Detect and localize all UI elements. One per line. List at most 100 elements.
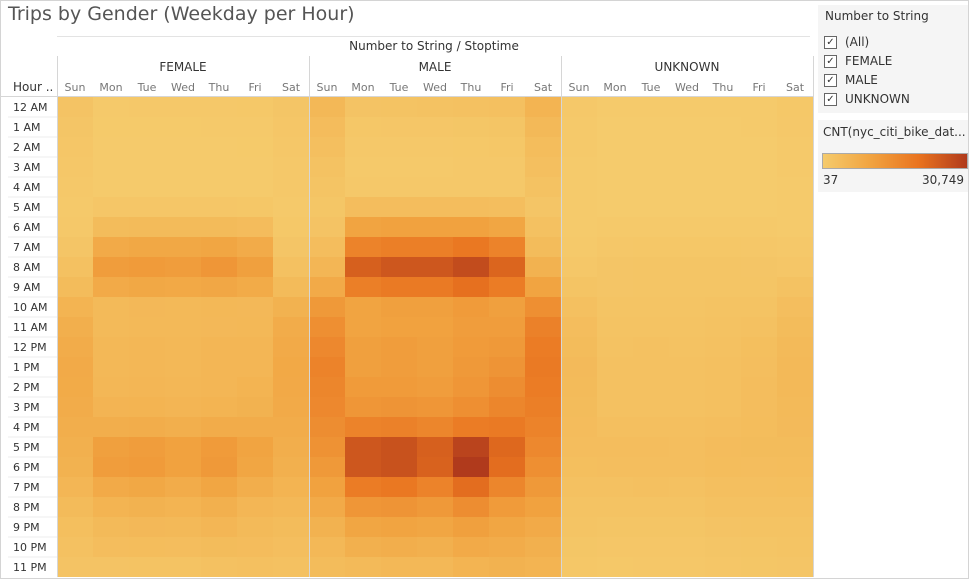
heatmap-cell[interactable] xyxy=(525,497,561,517)
heatmap-cell[interactable] xyxy=(417,117,453,137)
heatmap-cell[interactable] xyxy=(237,397,273,417)
heatmap-cell[interactable] xyxy=(597,237,633,257)
heatmap-cell[interactable] xyxy=(777,557,813,577)
heatmap-cell[interactable] xyxy=(777,477,813,497)
heatmap-cell[interactable] xyxy=(453,157,489,177)
heatmap-cell[interactable] xyxy=(309,537,345,557)
heatmap-cell[interactable] xyxy=(345,397,381,417)
heatmap-cell[interactable] xyxy=(381,97,417,117)
heatmap-cell[interactable] xyxy=(741,477,777,497)
heatmap-cell[interactable] xyxy=(57,397,93,417)
heatmap-cell[interactable] xyxy=(705,177,741,197)
heatmap-cell[interactable] xyxy=(93,437,129,457)
heatmap-cell[interactable] xyxy=(453,257,489,277)
heatmap-cell[interactable] xyxy=(57,177,93,197)
heatmap-cell[interactable] xyxy=(777,137,813,157)
heatmap-cell[interactable] xyxy=(201,177,237,197)
heatmap-cell[interactable] xyxy=(561,557,597,577)
heatmap-cell[interactable] xyxy=(381,217,417,237)
heatmap-cell[interactable] xyxy=(165,177,201,197)
heatmap-cell[interactable] xyxy=(525,317,561,337)
heatmap-cell[interactable] xyxy=(741,257,777,277)
heatmap-cell[interactable] xyxy=(417,437,453,457)
heatmap-cell[interactable] xyxy=(345,97,381,117)
heatmap-cell[interactable] xyxy=(525,337,561,357)
heatmap-cell[interactable] xyxy=(705,237,741,257)
heatmap-cell[interactable] xyxy=(381,397,417,417)
heatmap-cell[interactable] xyxy=(417,197,453,217)
heatmap-cell[interactable] xyxy=(417,137,453,157)
heatmap-cell[interactable] xyxy=(453,237,489,257)
filter-option-male[interactable]: ✓ MALE xyxy=(824,72,878,88)
heatmap-cell[interactable] xyxy=(93,557,129,577)
heatmap-cell[interactable] xyxy=(273,517,309,537)
heatmap-cell[interactable] xyxy=(93,277,129,297)
heatmap-cell[interactable] xyxy=(453,437,489,457)
heatmap-cell[interactable] xyxy=(237,537,273,557)
heatmap-cell[interactable] xyxy=(57,537,93,557)
heatmap-cell[interactable] xyxy=(237,557,273,577)
heatmap-cell[interactable] xyxy=(633,357,669,377)
heatmap-cell[interactable] xyxy=(273,177,309,197)
heatmap-cell[interactable] xyxy=(201,97,237,117)
heatmap-cell[interactable] xyxy=(129,397,165,417)
heatmap-cell[interactable] xyxy=(237,257,273,277)
heatmap-cell[interactable] xyxy=(597,477,633,497)
checkbox-icon[interactable]: ✓ xyxy=(824,54,837,68)
heatmap-cell[interactable] xyxy=(741,417,777,437)
heatmap-cell[interactable] xyxy=(201,297,237,317)
heatmap-cell[interactable] xyxy=(705,337,741,357)
heatmap-cell[interactable] xyxy=(309,197,345,217)
heatmap-cell[interactable] xyxy=(237,157,273,177)
heatmap-cell[interactable] xyxy=(237,417,273,437)
heatmap-cell[interactable] xyxy=(417,457,453,477)
heatmap-cell[interactable] xyxy=(201,117,237,137)
heatmap-cell[interactable] xyxy=(633,257,669,277)
heatmap-cell[interactable] xyxy=(489,477,525,497)
heatmap-cell[interactable] xyxy=(345,257,381,277)
heatmap-cell[interactable] xyxy=(489,357,525,377)
heatmap-cell[interactable] xyxy=(597,197,633,217)
heatmap-cell[interactable] xyxy=(273,97,309,117)
heatmap-cell[interactable] xyxy=(597,217,633,237)
heatmap-cell[interactable] xyxy=(309,217,345,237)
checkbox-icon[interactable]: ✓ xyxy=(824,73,837,87)
heatmap-cell[interactable] xyxy=(669,557,705,577)
heatmap-cell[interactable] xyxy=(741,557,777,577)
heatmap-cell[interactable] xyxy=(741,177,777,197)
heatmap-cell[interactable] xyxy=(777,537,813,557)
heatmap-cell[interactable] xyxy=(165,397,201,417)
heatmap-cell[interactable] xyxy=(777,317,813,337)
heatmap-cell[interactable] xyxy=(741,117,777,137)
heatmap-cell[interactable] xyxy=(237,517,273,537)
heatmap-cell[interactable] xyxy=(633,237,669,257)
heatmap-cell[interactable] xyxy=(93,257,129,277)
heatmap-cell[interactable] xyxy=(309,177,345,197)
heatmap-cell[interactable] xyxy=(273,437,309,457)
heatmap-cell[interactable] xyxy=(273,257,309,277)
heatmap-cell[interactable] xyxy=(345,217,381,237)
heatmap-cell[interactable] xyxy=(345,337,381,357)
heatmap-cell[interactable] xyxy=(417,277,453,297)
heatmap-cell[interactable] xyxy=(669,437,705,457)
heatmap-cell[interactable] xyxy=(561,117,597,137)
heatmap-cell[interactable] xyxy=(93,377,129,397)
heatmap-cell[interactable] xyxy=(129,137,165,157)
heatmap-cell[interactable] xyxy=(597,537,633,557)
heatmap-cell[interactable] xyxy=(741,357,777,377)
heatmap-cell[interactable] xyxy=(417,377,453,397)
heatmap-cell[interactable] xyxy=(93,457,129,477)
heatmap-cell[interactable] xyxy=(777,237,813,257)
heatmap-cell[interactable] xyxy=(525,157,561,177)
heatmap-cell[interactable] xyxy=(705,137,741,157)
heatmap-cell[interactable] xyxy=(237,497,273,517)
heatmap-cell[interactable] xyxy=(93,97,129,117)
heatmap-cell[interactable] xyxy=(309,137,345,157)
heatmap-cell[interactable] xyxy=(381,177,417,197)
heatmap-cell[interactable] xyxy=(453,557,489,577)
heatmap-cell[interactable] xyxy=(129,357,165,377)
heatmap-cell[interactable] xyxy=(201,557,237,577)
heatmap-cell[interactable] xyxy=(57,117,93,137)
heatmap-cell[interactable] xyxy=(561,417,597,437)
heatmap-cell[interactable] xyxy=(453,417,489,437)
